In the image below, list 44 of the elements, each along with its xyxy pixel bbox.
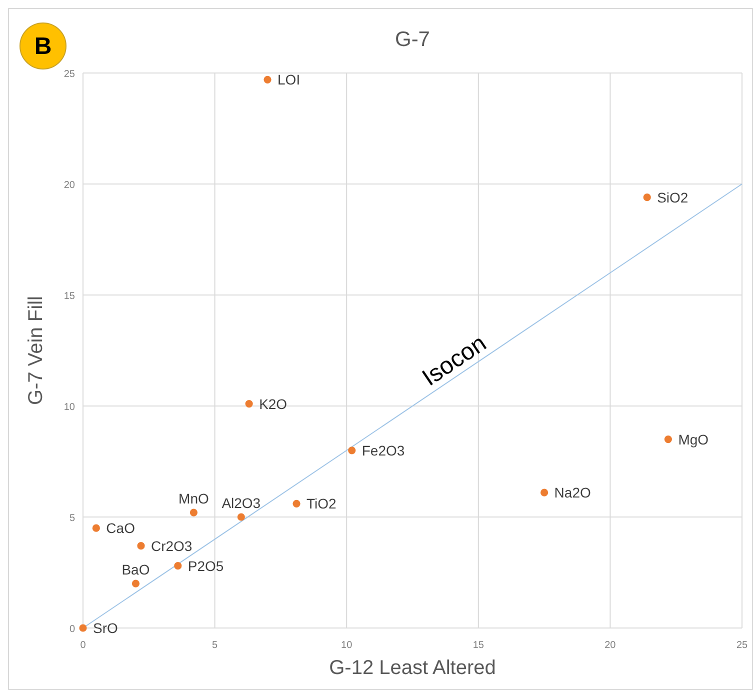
annotation: K2O [259,396,288,412]
point [237,513,245,521]
annotation: TiO2 [306,496,337,512]
annotation: Fe2O3 [362,442,405,458]
x-tick-label: 20 [604,640,616,651]
y-tick-label: 20 [64,180,76,191]
annotation: Na2O [554,484,591,501]
annotation: LOI [278,72,300,88]
x-tick-label: 0 [80,640,86,651]
x-axis-title: G-12 Least Altered [329,657,496,679]
point [245,400,253,408]
annotation: P2O5 [188,558,224,574]
x-tick-label: 5 [212,640,218,651]
annotation: CaO [106,520,136,536]
y-tick-label: 0 [69,624,76,635]
x-tick-label: 10 [341,640,353,651]
chart-title: G-7 [394,28,430,51]
annotation: Al2O3 [222,495,261,511]
point [643,194,651,202]
x-tick-label: 25 [736,640,748,651]
point [348,446,356,454]
annotation: MnO [178,490,209,507]
point [264,76,272,84]
annotation: MgO [678,431,709,448]
y-axis-title: G-7 Vein Fill [25,296,47,405]
y-tick-label: 10 [64,402,76,413]
point [79,624,87,632]
text: B [34,33,52,60]
point [540,488,548,496]
y-tick-label: 25 [64,69,76,80]
point [292,500,300,508]
annotation: SiO2 [657,189,688,206]
point [132,580,140,588]
x-tick-label: 15 [472,640,484,651]
annotation: SrO [93,620,118,636]
point [190,508,198,516]
y-tick-label: 5 [69,513,76,524]
y-tick-label: 15 [64,291,76,302]
annotation: Cr2O3 [150,538,192,554]
point [137,542,145,550]
annotation: BaO [122,562,150,578]
point [174,562,182,570]
point [92,524,100,532]
point [664,436,672,444]
